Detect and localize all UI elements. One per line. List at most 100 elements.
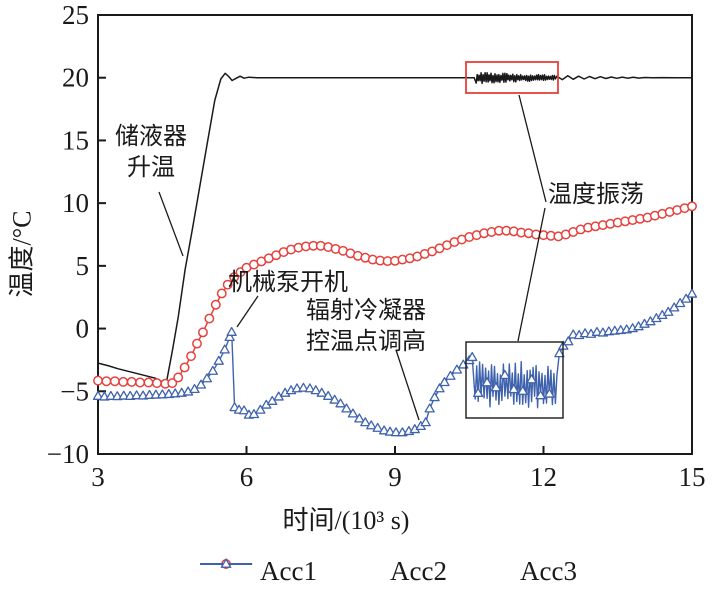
acc2-circle-marker: [167, 378, 178, 389]
x-tick-label: 15: [679, 462, 706, 492]
x-tick-label: 12: [530, 462, 557, 492]
acc3-triangle-marker: [563, 336, 574, 346]
acc3-triangle-marker: [219, 344, 230, 354]
acc3-triangle-marker: [360, 417, 371, 427]
acc2-circle-marker: [204, 313, 215, 324]
x-tick-label: 3: [91, 462, 105, 492]
y-tick-label: 10: [62, 188, 89, 218]
legend-line-sample-acc2: [200, 559, 383, 580]
x-tick-label: 6: [240, 462, 254, 492]
acc3-triangle-marker: [201, 373, 213, 383]
acc3-triangle-marker: [439, 377, 450, 387]
acc3-triangle-marker: [517, 385, 528, 395]
y-tick-label: −5: [60, 376, 89, 406]
legend: Acc1 Acc2 Acc3: [199, 556, 577, 587]
y-tick-label: 25: [62, 0, 89, 30]
acc3-triangle-marker: [508, 384, 519, 394]
acc3-triangle-marker: [310, 385, 321, 395]
acc2-circle-marker: [151, 378, 162, 389]
annotation-connector-0: [158, 191, 184, 257]
acc3-triangle-marker: [335, 398, 346, 408]
acc3-triangle-marker: [298, 382, 309, 392]
acc3-triangle-marker: [554, 348, 565, 358]
annotation-connector-4: [517, 207, 546, 342]
acc3-triangle-marker: [105, 390, 117, 400]
x-axis-title: 时间/(10³ s): [282, 506, 410, 535]
acc1-line: [97, 71, 692, 384]
acc2-circle-marker: [210, 299, 221, 310]
acc3-triangle-marker: [429, 392, 440, 402]
acc3-triangle-marker: [544, 388, 555, 398]
acc3-triangle-marker: [481, 377, 493, 387]
x-tick-label: 9: [388, 462, 402, 492]
acc2-circle-marker: [186, 351, 197, 362]
legend-label-acc1: Acc1: [260, 556, 318, 586]
acc3-triangle-marker: [372, 422, 383, 432]
acc3-triangle-marker: [526, 374, 537, 384]
acc3-triangle-marker: [118, 390, 129, 400]
acc3-triangle-marker: [424, 403, 435, 413]
acc3-triangle-marker: [329, 394, 340, 404]
acc3-triangle-marker: [434, 383, 445, 393]
acc2-circle-marker: [101, 376, 112, 387]
y-tick-label: 0: [76, 314, 90, 344]
y-tick-label: 20: [62, 63, 89, 93]
acc2-circle-marker: [197, 327, 208, 338]
acc3-triangle-marker: [347, 408, 359, 418]
annotation-connector-3: [518, 94, 547, 203]
acc2-circle-marker: [687, 201, 697, 212]
y-tick-label: −10: [47, 439, 89, 469]
acc3-triangle-marker: [213, 355, 224, 365]
acc2-circle-marker: [126, 376, 137, 387]
acc3-triangle-marker: [323, 390, 334, 400]
acc3-triangle-marker: [226, 326, 237, 336]
legend-label-acc2: Acc2: [390, 556, 447, 586]
acc3-triangle-marker: [195, 379, 207, 389]
y-axis-title: 温度/°C: [7, 210, 37, 298]
annotation-reservoir-heating: 储液器 升温: [115, 124, 187, 182]
acc2-circle-marker: [143, 377, 154, 388]
acc2-circle-marker: [118, 376, 129, 387]
acc2-circle-marker: [216, 288, 227, 299]
legend-triangle-marker-icon: [220, 557, 232, 568]
acc2-circle-marker: [222, 279, 233, 290]
acc3-triangle-marker: [473, 387, 484, 397]
acc2-circle-marker: [135, 377, 146, 388]
y-tick-label: 5: [76, 251, 90, 281]
legend-label-acc3: Acc3: [519, 556, 577, 586]
legend-item-acc2: Acc2: [200, 556, 447, 587]
acc3-triangle-marker: [92, 390, 104, 400]
acc3-triangle-marker: [451, 364, 463, 374]
acc3-triangle-marker: [467, 351, 478, 362]
acc3-triangle-marker: [420, 417, 431, 427]
acc3-triangle-marker: [224, 331, 235, 342]
acc2-circle-marker: [93, 375, 103, 386]
highlight-box-0: [465, 61, 559, 94]
annotation-pump-start: 机械泵开机: [228, 270, 348, 296]
acc2-circle-marker: [229, 272, 240, 283]
acc3-triangle-marker: [686, 288, 698, 298]
legend-sample-svg: [200, 557, 253, 568]
acc3-triangle-marker: [316, 387, 327, 397]
acc2-circle-marker: [179, 362, 190, 373]
acc3-triangle-marker: [535, 390, 546, 400]
annotation-connector-1: [236, 295, 259, 328]
acc3-triangle-marker: [341, 403, 352, 413]
acc3-triangle-marker: [131, 390, 142, 400]
acc3-triangle-marker: [354, 413, 365, 423]
acc3-triangle-marker: [304, 383, 316, 393]
acc3-triangle-marker: [445, 370, 456, 380]
acc2-circle-marker: [109, 376, 120, 387]
highlight-box-1: [465, 341, 564, 419]
acc3-triangle-marker: [378, 425, 390, 435]
acc3-triangle-marker: [680, 293, 692, 303]
acc2-circle-marker: [192, 338, 202, 349]
acc2-circle-marker: [173, 372, 184, 383]
annotation-temperature-oscillation: 温度振荡: [548, 182, 644, 208]
acc3-triangle-marker: [238, 405, 250, 415]
acc3-triangle-marker: [255, 404, 266, 414]
legend-line-sample-acc3: [200, 557, 513, 580]
annotation-condenser-setpoint-raise: 辐射冷凝器 控温点调高: [306, 298, 426, 356]
